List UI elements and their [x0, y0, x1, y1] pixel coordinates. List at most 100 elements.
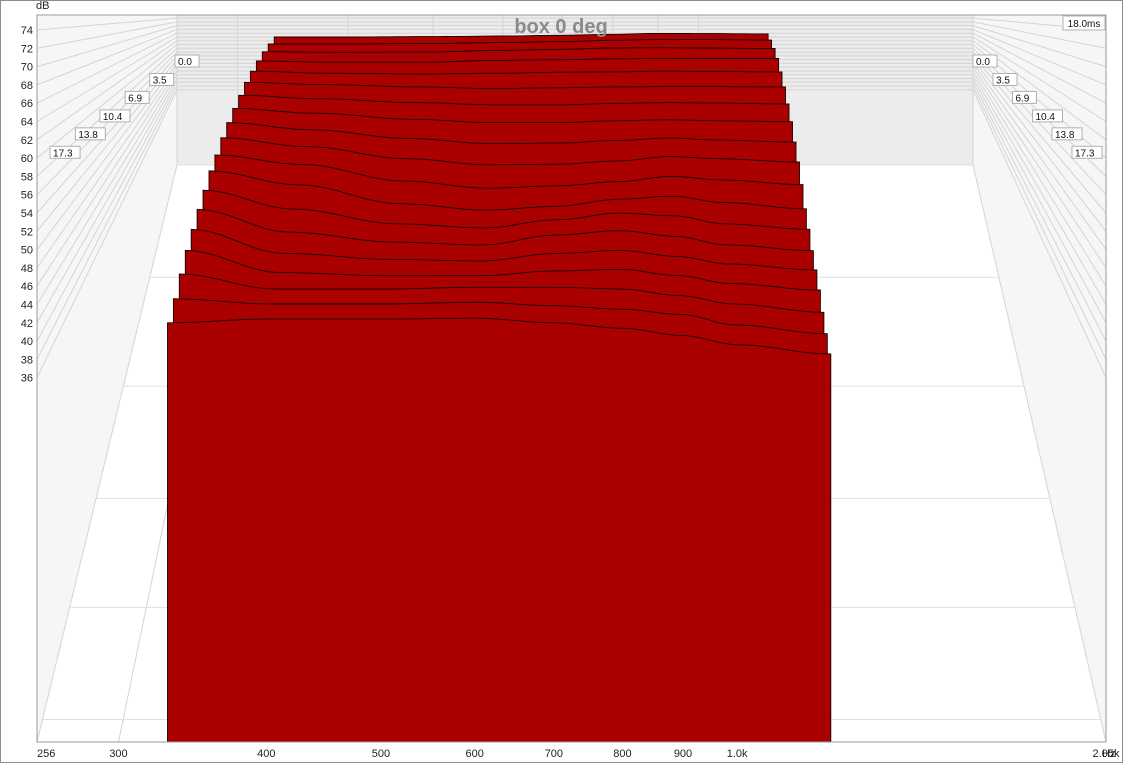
svg-text:17.3: 17.3	[1075, 148, 1095, 159]
svg-text:13.8: 13.8	[1055, 130, 1075, 141]
x-tick-1.0k: 1.0k	[727, 748, 748, 760]
grid-line-left-52	[36, 59, 178, 232]
grid-line-left-48	[36, 66, 178, 269]
grid-line-left-44	[36, 74, 178, 305]
y-axis: 74 72 70 68 66 64 62 60 58 56 54 52 50 48 46 44 42 40 38 36	[21, 25, 33, 385]
grid-line-left-62	[36, 40, 178, 141]
grid-line-right-64	[972, 36, 1107, 122]
grid-line-left-50	[36, 63, 178, 250]
y-tick-60: 60	[21, 153, 33, 165]
grid-line-right-42	[972, 78, 1107, 324]
svg-text:10.4: 10.4	[1036, 112, 1056, 123]
grid-line-right-38	[972, 85, 1107, 360]
y-tick-54: 54	[21, 208, 33, 220]
time-tick-right-6.9: 6.9	[1011, 90, 1037, 104]
x-tick-256: 256	[37, 748, 55, 760]
x-unit-label: Hz	[1102, 748, 1115, 760]
grid-line-right-72	[972, 21, 1107, 49]
y-tick-72: 72	[21, 43, 33, 55]
time-tick-left-13.8: 13.8	[74, 127, 106, 141]
grid-line-right-46	[972, 70, 1107, 287]
svg-text:17.3: 17.3	[53, 148, 73, 159]
y-tick-50: 50	[21, 245, 33, 257]
grid-line-right-66	[972, 32, 1107, 104]
grid-line-left-36	[36, 89, 178, 378]
grid-line-right-48	[972, 66, 1107, 269]
grid-line-right-70	[972, 25, 1107, 68]
time-axis: 0.0 0.03.5 3.56.9 6.910.4 10.413.8 13.817.3 17…	[49, 54, 1103, 159]
svg-text:18.0ms: 18.0ms	[1068, 19, 1101, 30]
y-tick-40: 40	[21, 336, 33, 348]
plot-border	[36, 14, 1107, 743]
svg-text:3.5: 3.5	[996, 75, 1010, 86]
svg-text:10.4: 10.4	[103, 112, 123, 123]
slice-18ms	[167, 317, 832, 743]
time-max-label: 18.0ms	[1062, 15, 1106, 31]
grid-line-left-42	[36, 78, 178, 324]
left-wall	[37, 15, 177, 742]
time-tick-right-3.5: 3.5	[992, 72, 1018, 86]
grid-line-right-40	[972, 82, 1107, 342]
y-tick-74: 74	[21, 25, 33, 37]
y-tick-56: 56	[21, 190, 33, 202]
grid-line-left-40	[36, 82, 178, 342]
y-tick-58: 58	[21, 171, 33, 183]
y-tick-52: 52	[21, 226, 33, 238]
y-tick-46: 46	[21, 281, 33, 293]
time-tick-left-3.5: 3.5	[149, 72, 175, 86]
svg-text:3.5: 3.5	[153, 75, 167, 86]
chart-title: box 0 deg	[514, 16, 607, 38]
x-tick-300: 300	[109, 748, 127, 760]
y-tick-36: 36	[21, 373, 33, 385]
grid-line-right-68	[972, 28, 1107, 86]
y-tick-62: 62	[21, 135, 33, 147]
y-tick-68: 68	[21, 80, 33, 92]
y-tick-64: 64	[21, 117, 33, 129]
grid-line-right-50	[972, 63, 1107, 250]
svg-text:13.8: 13.8	[78, 130, 98, 141]
grid-line-right-52	[972, 59, 1107, 232]
grid-line-right-44	[972, 74, 1107, 305]
y-tick-66: 66	[21, 98, 33, 110]
time-tick-left-10.4: 10.4	[99, 109, 131, 123]
waterfall-slices	[167, 32, 832, 743]
y-tick-44: 44	[21, 300, 33, 312]
grid-line-left-46	[36, 70, 178, 287]
svg-text:0.0: 0.0	[976, 57, 990, 68]
time-tick-left-6.9: 6.9	[124, 90, 150, 104]
x-tick-600: 600	[465, 748, 483, 760]
svg-text:6.9: 6.9	[128, 93, 142, 104]
time-tick-left-17.3: 17.3	[49, 145, 81, 159]
time-tick-right-10.4: 10.4	[1032, 109, 1064, 123]
x-tick-500: 500	[372, 748, 390, 760]
grid-line-right-36	[972, 89, 1107, 378]
grid-floor-2.05k	[972, 164, 1107, 743]
grid-line-left-72	[36, 21, 178, 49]
x-tick-800: 800	[613, 748, 631, 760]
right-wall	[973, 15, 1106, 742]
svg-text:0.0: 0.0	[178, 57, 192, 68]
svg-text:6.9: 6.9	[1015, 93, 1029, 104]
x-tick-400: 400	[257, 748, 275, 760]
grid-line-left-74	[36, 17, 178, 31]
y-tick-70: 70	[21, 62, 33, 74]
time-tick-right-13.8: 13.8	[1051, 127, 1083, 141]
y-tick-48: 48	[21, 263, 33, 275]
grid-line-left-60	[36, 44, 178, 159]
x-axis: 256 300 400 500 600 700 800 900 1.0k 2.05k	[37, 748, 1120, 760]
time-tick-left-0.0: 0.0	[174, 54, 200, 68]
time-tick-right-17.3: 17.3	[1071, 145, 1103, 159]
grid-line-left-66	[36, 32, 178, 104]
y-unit-label: dB	[36, 0, 49, 12]
y-tick-38: 38	[21, 354, 33, 366]
grid-line-left-38	[36, 85, 178, 360]
y-tick-42: 42	[21, 318, 33, 330]
grid-floor-256	[36, 164, 178, 743]
x-tick-2.05k: 2.05k	[1093, 748, 1120, 760]
x-tick-900: 900	[674, 748, 692, 760]
grid-line-left-68	[36, 28, 178, 86]
grid-line-left-64	[36, 36, 178, 122]
time-tick-right-0.0: 0.0	[972, 54, 998, 68]
grid-line-left-70	[36, 25, 178, 68]
